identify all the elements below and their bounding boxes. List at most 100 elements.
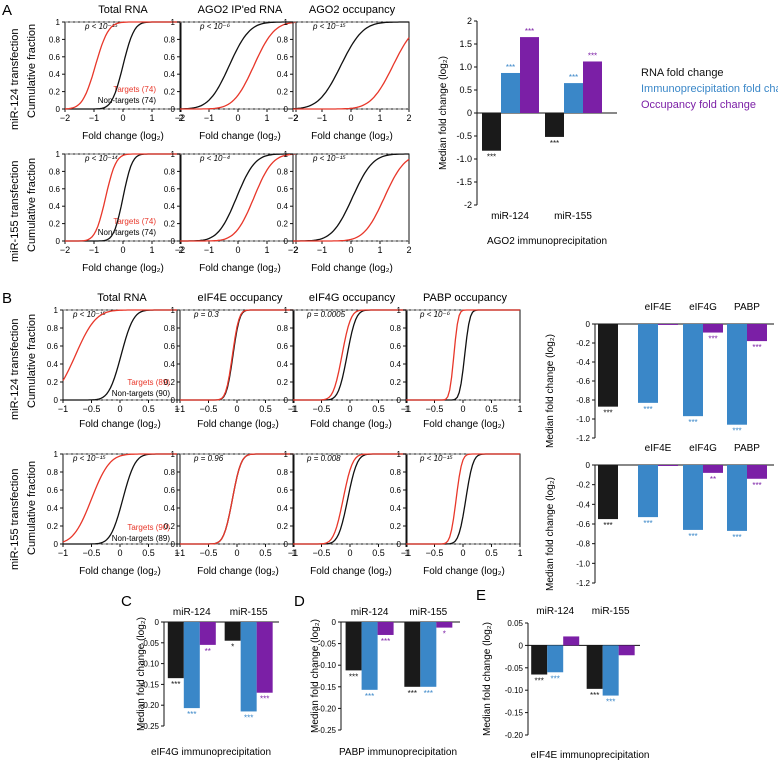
B-bars-155-bar bbox=[703, 465, 723, 473]
panel-label-E: E bbox=[476, 587, 486, 604]
B-cdf-r2c2-cdf-targets bbox=[180, 453, 294, 545]
A-xlabel-r2c1: Fold change (log₂) bbox=[82, 263, 164, 274]
A-bars-ytick-label: 1.5 bbox=[459, 39, 472, 49]
B-cdf-r1c4-ytick-label: 0.6 bbox=[390, 342, 402, 351]
A-cdf-r2c1-ytick-label: 0.6 bbox=[49, 185, 61, 194]
B-cdf-r2c2-ytick-label: 0 bbox=[171, 540, 176, 549]
A-cdf-r2c2-xtick-label: −2 bbox=[175, 245, 185, 255]
B-cdf-r1c2-ytick-label: 0.2 bbox=[164, 378, 176, 387]
A-cdf-r1c1-ytick-label: 1 bbox=[56, 18, 61, 27]
A-legend-occupancy-fold-change: Occupancy fold change bbox=[641, 99, 756, 111]
B-cdf-r2c4-xtick-label: 0 bbox=[460, 548, 465, 558]
A-legend-targets-r1: Targets (74) bbox=[113, 85, 156, 94]
B-bars-124-group-label: PABP bbox=[734, 302, 760, 313]
B-cdf-r1c4-xtick-label: 0 bbox=[460, 404, 465, 414]
A-cdf-r2c1-xtick-label: 2 bbox=[178, 245, 183, 255]
A-cdf-r1c2-ytick-label: 0.8 bbox=[164, 35, 176, 44]
B-bars-124-bar bbox=[747, 324, 767, 342]
A-bars-ytick-label: 0 bbox=[467, 108, 472, 118]
B-cdf-r2c4-xtick-label: −0.5 bbox=[426, 548, 444, 558]
B-legend-nontargets-r1: Non-targets (90) bbox=[112, 389, 171, 398]
B-bars-124-bar bbox=[703, 324, 723, 333]
B-cdf-r2c4-xtick-label: 0.5 bbox=[485, 548, 498, 558]
B-pvalue-r2c2: p = 0.96 bbox=[193, 454, 224, 463]
A-bar-miR-124-1 bbox=[501, 72, 520, 113]
A-bar-stars: *** bbox=[550, 139, 559, 148]
D-category-label: miR-124 bbox=[351, 607, 389, 618]
A-bar-stars: *** bbox=[569, 73, 578, 82]
A-cdf-r2c1-ytick-label: 1 bbox=[56, 150, 61, 159]
panel-label-C: C bbox=[121, 593, 132, 610]
B-cdf-r1c2-ytick-label: 0.6 bbox=[164, 342, 176, 351]
B-cdf-r1c2-ytick-label: 0.8 bbox=[164, 324, 176, 333]
A-bar-miR-124-0 bbox=[482, 113, 501, 151]
A-cdf-r2c1-xtick-label: 0 bbox=[120, 245, 125, 255]
B-col-title-eif4e: eIF4E occupancy bbox=[198, 292, 283, 304]
A-cdf-r2c3-xtick-label: −2 bbox=[288, 245, 298, 255]
A-bars-ytick-label: 0.5 bbox=[459, 85, 472, 95]
chart-marks-layer: −2 −1 0 1 200.20.40.60.81−2 −1 0 1 200.20.40.60.… bbox=[47, 16, 774, 761]
A-bar-stars: *** bbox=[525, 27, 534, 36]
B-xlabel-r2c4: Fold change (log₂) bbox=[423, 566, 505, 577]
B-xlabel-r2c2: Fold change (log₂) bbox=[197, 566, 279, 577]
A-cdf-r2c3-ytick-label: 0.4 bbox=[277, 202, 289, 211]
E-ytick-label: 0 bbox=[519, 641, 524, 650]
B-pvalue-r2c3: p = 0.008 bbox=[306, 454, 341, 463]
A-cdf-r1c1-ytick-label: 0.6 bbox=[49, 53, 61, 62]
B-cdf-r2c3-xtick-label: −1 bbox=[288, 548, 298, 558]
B-bars-155-group-label: eIF4G bbox=[689, 443, 717, 454]
B-cdf-r1c3-ytick-label: 1 bbox=[284, 306, 289, 315]
D-bar bbox=[436, 622, 453, 628]
A-cdf-r2c3-cdf-nontargets bbox=[293, 153, 409, 242]
A-cdf-r1c2-ytick-label: 0 bbox=[171, 105, 176, 114]
B-cdf-r1c2-cdf-targets bbox=[180, 309, 294, 401]
C-stars: *** bbox=[171, 680, 180, 689]
E-category-label: miR-155 bbox=[592, 606, 630, 617]
E-bar bbox=[563, 636, 580, 646]
D-ytick-label: -0.25 bbox=[318, 726, 337, 735]
A-bars-xlabel: AGO2 immunoprecipitation bbox=[487, 236, 607, 247]
A-cdf-r2c2-ytick-label: 0 bbox=[171, 237, 176, 246]
B-cdf-r1c1-xtick-label: 0.5 bbox=[142, 404, 155, 414]
B-cdf-r1c1-xtick-label: 0 bbox=[117, 404, 122, 414]
A-cdf-r1c3-ytick-label: 1 bbox=[284, 18, 289, 27]
D-bar bbox=[361, 622, 378, 690]
B-bars-155-ytick-label: -1.0 bbox=[576, 559, 590, 568]
B-cdf-r1c3-xtick-label: −0.5 bbox=[313, 404, 331, 414]
A-cdf-r2c3-xtick-label: 1 bbox=[377, 245, 382, 255]
A-row-label-mir155: miR-155 transfection bbox=[9, 161, 21, 263]
A-cdf-r1c3-cdf-targets bbox=[293, 37, 410, 110]
B-bars-155-stars: *** bbox=[688, 532, 697, 541]
B-bars-124-stars: *** bbox=[752, 343, 761, 352]
B-ylabel-row1: Cumulative fraction bbox=[26, 314, 38, 408]
A-cdf-r1c2-xtick-label: −2 bbox=[175, 113, 185, 123]
B-cdf-r2c1-ytick-label: 0 bbox=[54, 540, 59, 549]
A-legend-ip-fold-change: Immunoprecipitation fold change bbox=[641, 83, 778, 95]
B-bars-155-bar bbox=[683, 465, 703, 530]
A-cdf-r2c2-xtick-label: 1 bbox=[264, 245, 269, 255]
B-xlabel-r1c4: Fold change (log₂) bbox=[423, 419, 505, 430]
B-cdf-r1c4-xtick-label: 0.5 bbox=[485, 404, 498, 414]
A-cdf-r2c2-ytick-label: 0.6 bbox=[164, 185, 176, 194]
C-stars: * bbox=[231, 643, 234, 652]
D-ytick-label: 0 bbox=[332, 618, 337, 627]
A-pvalue-r2c2: p < 10⁻⁴ bbox=[199, 154, 231, 163]
C-stars: *** bbox=[244, 713, 253, 722]
B-cdf-r1c3-xtick-label: 1 bbox=[404, 404, 409, 414]
A-row-label-mir124: miR-124 transfection bbox=[9, 29, 21, 131]
B-cdf-r1c2-xtick-label: −0.5 bbox=[200, 404, 218, 414]
B-cdf-r2c4-cdf-nontargets bbox=[406, 453, 520, 545]
B-cdf-r2c1-ytick-label: 1 bbox=[54, 450, 59, 459]
B-cdf-r1c4-frame bbox=[405, 309, 521, 401]
B-cdf-r2c3-xtick-label: −0.5 bbox=[313, 548, 331, 558]
A-cdf-r1c3-ytick-label: 0.4 bbox=[277, 70, 289, 79]
B-cdf-r1c2-ytick-label: 0 bbox=[171, 396, 176, 405]
B-row-label-mir155: miR-155 transfection bbox=[9, 469, 21, 571]
B-cdf-r2c4-xtick-label: 1 bbox=[517, 548, 522, 558]
E-category-label: miR-124 bbox=[536, 606, 574, 617]
A-cdf-r1c2-xtick-label: 1 bbox=[264, 113, 269, 123]
B-cdf-r2c1-ytick-label: 0.4 bbox=[47, 504, 59, 513]
A-cdf-r1c2-xtick-label: 2 bbox=[293, 113, 298, 123]
panel-label-A: A bbox=[2, 2, 12, 19]
